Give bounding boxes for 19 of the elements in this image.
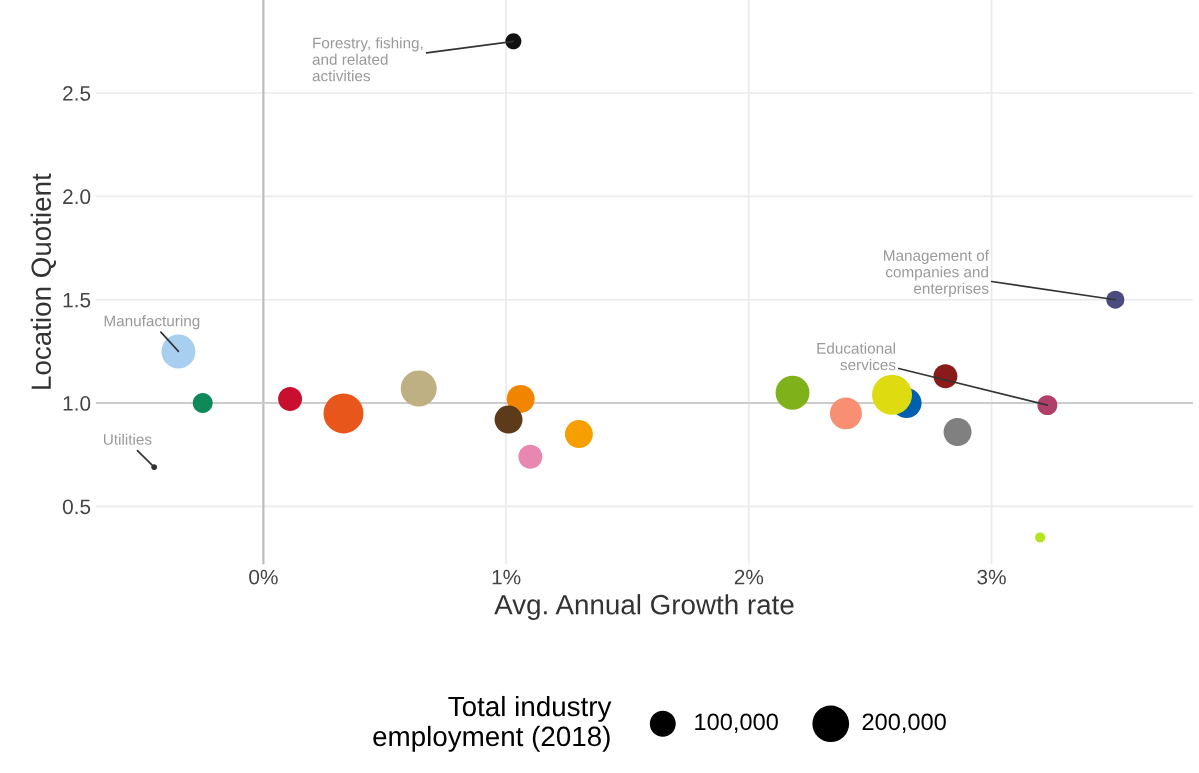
annotation: Educational services: [817, 342, 896, 371]
y-tick-label: 2.5: [63, 86, 91, 101]
x-tick-label: 0%: [249, 569, 278, 585]
annotation: Management of companies and enterprises: [884, 249, 989, 297]
legend-title: Total industry employment (2018): [373, 695, 612, 752]
x-tick-label: 3%: [977, 569, 1006, 585]
y-axis-title: Location Quotient: [30, 173, 57, 389]
y-tick-label: 1.5: [63, 292, 91, 308]
annotation: Utilities: [103, 433, 152, 445]
x-tick-label: 2%: [734, 569, 764, 585]
x-axis-title: Avg. Annual Growth rate: [494, 594, 794, 621]
annotation: Manufacturing: [104, 315, 200, 330]
y-tick-label: 1.0: [63, 396, 91, 411]
legend-label: 100,000: [695, 713, 778, 733]
y-tick-label: 0.5: [62, 499, 91, 515]
y-tick-label: 2.0: [63, 189, 91, 205]
legend-label: 200,000: [862, 713, 946, 733]
x-tick-label: 1%: [492, 569, 521, 585]
annotation: Forestry, fishing, and related activities: [312, 37, 423, 82]
